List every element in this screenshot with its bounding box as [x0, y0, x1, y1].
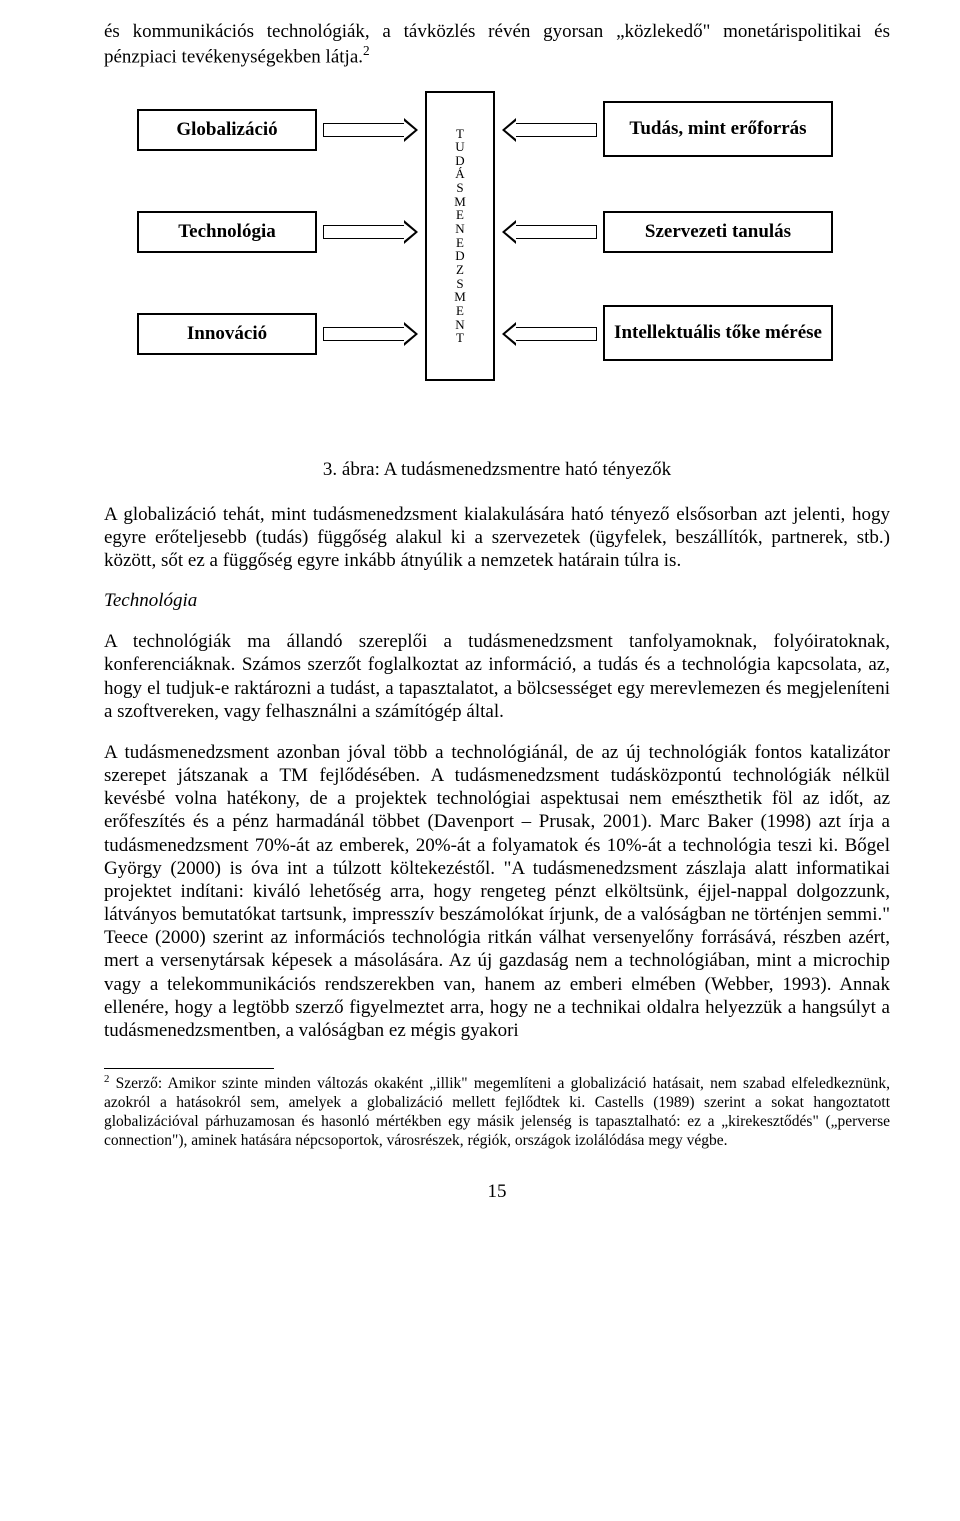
- paragraph-2: A technológiák ma állandó szereplői a tu…: [104, 630, 890, 723]
- center-letter: D: [455, 154, 464, 168]
- center-vertical-box: TUDÁSMENEDZSMENT: [425, 91, 495, 381]
- section-heading-technologia: Technológia: [104, 590, 890, 612]
- right-box-2: Intellektuális tőke mérése: [603, 305, 833, 361]
- center-letter: E: [456, 304, 464, 318]
- center-letter: T: [456, 127, 464, 141]
- arrow-c2r-0: [515, 123, 597, 137]
- footnote-body: Szerző: Amikor szinte minden változás ok…: [104, 1075, 890, 1149]
- center-letter: M: [454, 195, 466, 209]
- figure-caption: 3. ábra: A tudásmenedzsmentre ható ténye…: [104, 459, 890, 481]
- page-number: 15: [104, 1181, 890, 1203]
- center-letter: Á: [455, 167, 464, 181]
- arrow-c2r-1: [515, 225, 597, 239]
- arrow-l2c-1: [323, 225, 405, 239]
- right-box-0: Tudás, mint erőforrás: [603, 101, 833, 157]
- center-letter: Z: [456, 263, 464, 277]
- left-box-0: Globalizáció: [137, 109, 317, 151]
- footnote-text: 2 Szerző: Amikor szinte minden változás …: [104, 1073, 890, 1151]
- diagram-container: Globalizáció Technológia Innováció TUDÁS…: [107, 91, 887, 431]
- center-letter: N: [455, 222, 464, 236]
- center-letter: T: [456, 331, 464, 345]
- left-box-1: Technológia: [137, 211, 317, 253]
- arrow-l2c-0: [323, 123, 405, 137]
- intro-text: és kommunikációs technológiák, a távközl…: [104, 21, 890, 68]
- center-letter: N: [455, 318, 464, 332]
- left-box-2: Innováció: [137, 313, 317, 355]
- center-letter: U: [455, 140, 464, 154]
- paragraph-3: A tudásmenedzsment azonban jóval több a …: [104, 741, 890, 1042]
- center-letter: D: [455, 249, 464, 263]
- center-letter: E: [456, 208, 464, 222]
- center-letter: E: [456, 236, 464, 250]
- footnote-ref-2: 2: [363, 43, 370, 58]
- intro-paragraph: és kommunikációs technológiák, a távközl…: [104, 20, 890, 69]
- arrow-c2r-2: [515, 327, 597, 341]
- center-letter: S: [456, 181, 463, 195]
- center-letter: M: [454, 290, 466, 304]
- arrow-l2c-2: [323, 327, 405, 341]
- footnote-separator: [104, 1068, 274, 1069]
- right-box-1: Szervezeti tanulás: [603, 211, 833, 253]
- center-letter: S: [456, 277, 463, 291]
- paragraph-1: A globalizáció tehát, mint tudásmenedzsm…: [104, 503, 890, 573]
